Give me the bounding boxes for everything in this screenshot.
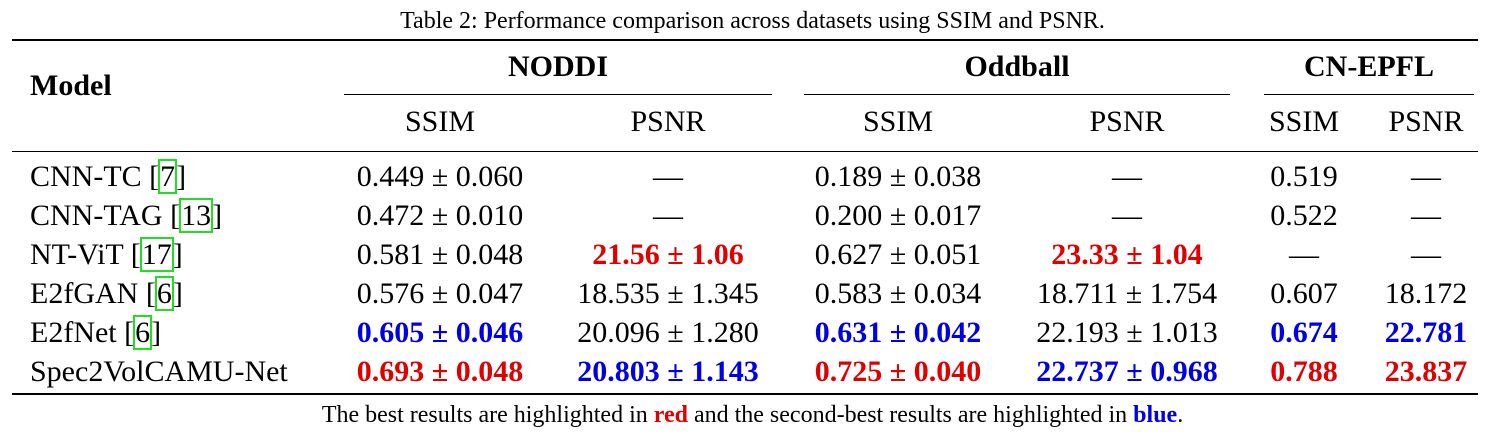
table-row: CNN-TC [7] 0.449 ± 0.060 — 0.189 ± 0.038 — 0.… [0,157,1505,196]
bottom-rule [12,393,1478,395]
footnote-red-word: red [653,402,688,428]
model-column-header: Model [30,69,112,102]
model-name-cell: Spec2VolCAMU-Net [30,352,288,391]
model-name-cell: E2fGAN [6] [30,276,183,311]
value-cell: 0.627 ± 0.051 [814,238,982,271]
value-cell: 18.711 ± 1.754 [1036,277,1218,310]
value-cell: — [653,199,683,232]
subheader-cnepfl-psnr: PSNR [1388,105,1464,138]
value-cell: 22.781 [1384,316,1468,349]
footnote-middle: and the second-best results are highligh… [687,402,1134,428]
value-cell: 0.189 ± 0.038 [814,160,982,193]
model-name: E2fNet [30,316,117,349]
value-cell: — [1112,160,1142,193]
value-cell: 0.725 ± 0.040 [814,355,982,388]
value-cell: 0.522 [1270,199,1338,232]
table-row: E2fNet [6] 0.605 ± 0.046 20.096 ± 1.280 0.6… [0,313,1505,352]
value-cell: — [653,160,683,193]
table-footnote: The best results are highlighted in red … [0,398,1505,432]
value-cell: 0.605 ± 0.046 [356,316,524,349]
citation-link[interactable]: 17 [139,237,174,272]
value-cell: 18.172 [1384,277,1468,310]
model-name: NT-ViT [30,238,124,271]
model-name: CNN-TAG [30,199,163,232]
header-rule [12,151,1478,152]
value-cell: 0.581 ± 0.048 [356,238,524,271]
group-header-noddi: NODDI [507,50,608,83]
value-cell: 0.472 ± 0.010 [356,199,524,232]
value-cell: 0.519 [1270,160,1338,193]
value-cell: — [1112,199,1142,232]
value-cell: 20.803 ± 1.143 [577,355,759,388]
table-row: E2fGAN [6] 0.576 ± 0.047 18.535 ± 1.345 0.5… [0,274,1505,313]
value-cell: 0.607 [1270,277,1338,310]
citation-link[interactable]: 6 [154,276,174,311]
citation-link[interactable]: 13 [179,198,214,233]
subheader-noddi-psnr: PSNR [630,105,706,138]
value-cell: 0.788 [1270,355,1338,388]
value-cell: 0.449 ± 0.060 [356,160,524,193]
value-cell: 20.096 ± 1.280 [577,316,759,349]
model-name-cell: NT-ViT [17] [30,237,183,272]
subheader-oddball-ssim: SSIM [862,105,934,138]
table-row: NT-ViT [17] 0.581 ± 0.048 21.56 ± 1.06 0.62… [0,235,1505,274]
footnote-prefix: The best results are highlighted in [321,402,654,428]
citation-link[interactable]: 6 [133,315,153,350]
value-cell: — [1411,160,1441,193]
model-name: Spec2VolCAMU-Net [30,355,288,388]
table-row: CNN-TAG [13] 0.472 ± 0.010 — 0.200 ± 0.017 —… [0,196,1505,235]
value-cell: — [1411,199,1441,232]
value-cell: 23.837 [1384,355,1468,388]
value-cell: 0.631 ± 0.042 [814,316,982,349]
value-cell: 0.674 [1270,316,1338,349]
model-name-cell: E2fNet [6] [30,315,162,350]
value-cell: 21.56 ± 1.06 [592,238,744,271]
value-cell: 0.200 ± 0.017 [814,199,982,232]
table-caption: Table 2: Performance comparison across d… [400,8,1105,34]
value-cell: 0.576 ± 0.047 [356,277,524,310]
subheader-oddball-psnr: PSNR [1089,105,1165,138]
table-row: Spec2VolCAMU-Net 0.693 ± 0.048 20.803 ± 1.… [0,352,1505,391]
value-cell: 18.535 ± 1.345 [577,277,759,310]
group-header-cnepfl: CN-EPFL [1304,50,1434,83]
value-cell: 0.693 ± 0.048 [356,355,524,388]
value-cell: 23.33 ± 1.04 [1051,238,1203,271]
value-cell: 22.193 ± 1.013 [1036,316,1218,349]
citation-link[interactable]: 7 [158,159,178,194]
footnote-blue-word: blue [1133,402,1178,428]
model-name-cell: CNN-TC [7] [30,159,187,194]
value-cell: 22.737 ± 0.968 [1036,355,1218,388]
subheader-cnepfl-ssim: SSIM [1268,105,1340,138]
cnepfl-group-rule [1264,94,1474,95]
group-header-oddball: Oddball [964,50,1070,83]
value-cell: 0.583 ± 0.034 [814,277,982,310]
model-name: CNN-TC [30,160,142,193]
oddball-group-rule [804,94,1230,95]
footnote-suffix: . [1177,402,1184,428]
model-name-cell: CNN-TAG [13] [30,198,223,233]
model-name: E2fGAN [30,277,139,310]
value-cell: — [1411,238,1441,271]
noddi-group-rule [344,94,772,95]
subheader-noddi-ssim: SSIM [404,105,476,138]
value-cell: — [1289,238,1319,271]
top-rule [12,39,1478,41]
